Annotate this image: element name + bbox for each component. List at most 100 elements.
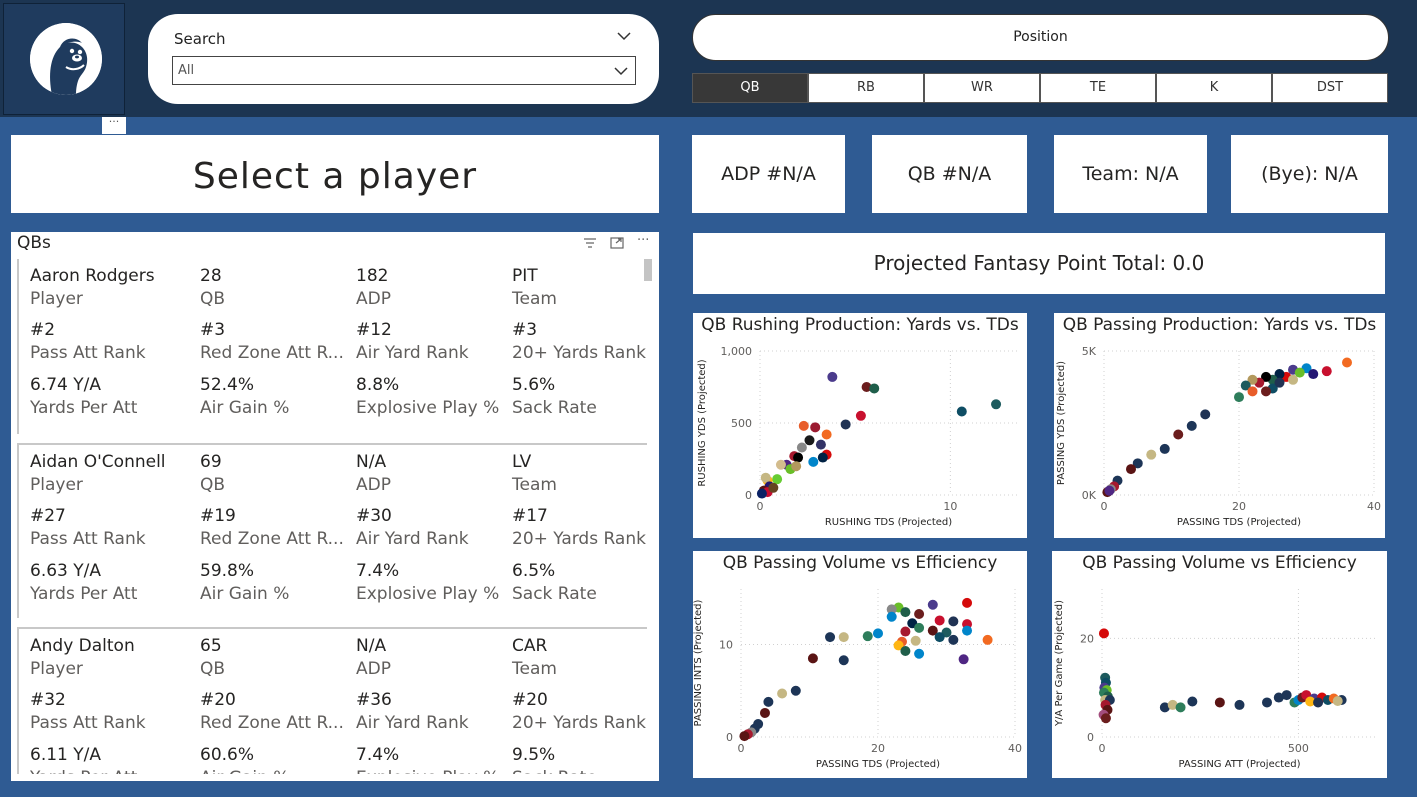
scatter-point[interactable] xyxy=(934,632,945,643)
scatter-point[interactable] xyxy=(815,439,826,450)
list-item[interactable]: Andy Dalton Player 65 QB N/A ADP CAR Team #32 Pas… xyxy=(17,627,647,774)
scatter-point[interactable] xyxy=(838,655,849,666)
scatter-point[interactable] xyxy=(962,597,973,608)
scatter-point[interactable] xyxy=(948,616,959,627)
scatter-point[interactable] xyxy=(1214,697,1225,708)
scatter-point[interactable] xyxy=(798,420,809,431)
list-item[interactable]: Aaron Rodgers Player 28 QB 182 ADP PIT Team #2 Pa… xyxy=(17,259,647,444)
scatter-point[interactable] xyxy=(807,653,818,664)
scatter-point[interactable] xyxy=(793,452,804,463)
scatter-point[interactable] xyxy=(1240,380,1251,391)
scatter-point[interactable] xyxy=(886,611,897,622)
scatter-point[interactable] xyxy=(1159,702,1170,713)
scatter-point[interactable] xyxy=(1234,392,1244,403)
scatter-point[interactable] xyxy=(838,632,849,643)
position-button-k[interactable]: K xyxy=(1156,73,1272,103)
scatter-point[interactable] xyxy=(1175,702,1186,713)
position-button-qb[interactable]: QB xyxy=(692,73,808,103)
scatter-point[interactable] xyxy=(900,607,911,618)
scatter-point[interactable] xyxy=(760,472,771,483)
scatter-point[interactable] xyxy=(759,707,770,718)
scatter-point[interactable] xyxy=(1308,369,1319,380)
scatter-point[interactable] xyxy=(991,399,1002,410)
scatter-point[interactable] xyxy=(810,422,821,433)
scatter-point[interactable] xyxy=(1247,374,1258,385)
scatter-point[interactable] xyxy=(817,452,828,463)
scatter-point[interactable] xyxy=(927,625,938,636)
scatter-point[interactable] xyxy=(956,406,967,417)
scatter-point[interactable] xyxy=(821,429,832,440)
scatter-point[interactable] xyxy=(982,634,993,645)
list-item[interactable]: Aidan O'Connell Player 69 QB N/A ADP LV Team #27… xyxy=(17,443,647,628)
scatter-point[interactable] xyxy=(768,482,779,493)
scatter-point[interactable] xyxy=(1132,458,1143,469)
scatter-point[interactable] xyxy=(1146,449,1157,460)
scatter-point[interactable] xyxy=(862,631,873,642)
scatter-point[interactable] xyxy=(914,608,925,619)
scatter-point[interactable] xyxy=(1261,371,1271,382)
scatter-point[interactable] xyxy=(1098,628,1109,639)
scatter-point[interactable] xyxy=(934,615,945,626)
scatter-point[interactable] xyxy=(1288,374,1298,385)
scatter-point[interactable] xyxy=(1261,386,1271,397)
scatter-point[interactable] xyxy=(825,632,836,643)
scatter-point[interactable] xyxy=(1342,357,1352,368)
scatter-point[interactable] xyxy=(1104,485,1115,496)
scatter-point[interactable] xyxy=(804,435,815,446)
scatter-point[interactable] xyxy=(775,459,786,470)
scatter-point[interactable] xyxy=(914,648,925,659)
scatter-point[interactable] xyxy=(1126,464,1136,475)
scatter-point[interactable] xyxy=(1100,713,1111,724)
scatter-point[interactable] xyxy=(914,622,925,633)
scatter-point[interactable] xyxy=(840,419,851,430)
scatter-point[interactable] xyxy=(827,371,838,382)
scatter-point[interactable] xyxy=(1274,377,1285,388)
filter-icon[interactable] xyxy=(583,237,597,253)
scatter-point[interactable] xyxy=(1313,697,1324,708)
scatter-point[interactable] xyxy=(756,488,767,499)
scatter-point[interactable] xyxy=(1167,699,1178,710)
scatter-point[interactable] xyxy=(1234,699,1245,710)
scatter-point[interactable] xyxy=(791,461,802,472)
scatter-point[interactable] xyxy=(1186,420,1197,431)
scatter-point[interactable] xyxy=(1159,443,1170,454)
chevron-down-icon[interactable] xyxy=(616,28,632,44)
scatter-point[interactable] xyxy=(900,626,911,637)
scatter-point[interactable] xyxy=(1262,697,1272,708)
more-options-icon[interactable]: ··· xyxy=(102,116,126,134)
scatter-point[interactable] xyxy=(1173,429,1184,440)
scatter-point[interactable] xyxy=(910,635,921,646)
scatter-point[interactable] xyxy=(1305,696,1316,707)
search-dropdown[interactable]: All xyxy=(172,56,636,85)
scatter-point[interactable] xyxy=(1200,409,1211,420)
scatter-point[interactable] xyxy=(1332,695,1343,706)
scatter-point[interactable] xyxy=(739,731,750,742)
scatter-point[interactable] xyxy=(948,634,959,645)
more-options-icon[interactable]: ··· xyxy=(637,233,650,248)
scatter-point[interactable] xyxy=(1187,696,1198,707)
scatter-point[interactable] xyxy=(1247,386,1258,397)
scatter-point[interactable] xyxy=(796,442,807,453)
position-button-rb[interactable]: RB xyxy=(808,73,924,103)
scatter-point[interactable] xyxy=(1321,366,1332,377)
position-button-wr[interactable]: WR xyxy=(924,73,1040,103)
scatter-point[interactable] xyxy=(927,599,938,610)
scatter-point[interactable] xyxy=(869,383,880,394)
scrollbar[interactable] xyxy=(644,259,652,281)
scatter-point[interactable] xyxy=(1274,369,1285,380)
scatter-point[interactable] xyxy=(763,696,774,707)
position-button-dst[interactable]: DST xyxy=(1272,73,1388,103)
scatter-point[interactable] xyxy=(958,654,969,665)
scatter-point[interactable] xyxy=(1294,367,1305,378)
scatter-point[interactable] xyxy=(873,628,883,639)
scatter-point[interactable] xyxy=(777,688,788,699)
scatter-point[interactable] xyxy=(1273,692,1284,703)
scatter-point[interactable] xyxy=(962,625,973,636)
scatter-point[interactable] xyxy=(893,640,904,651)
scatter-point[interactable] xyxy=(855,410,866,421)
scatter-point[interactable] xyxy=(772,474,783,485)
scatter-point[interactable] xyxy=(808,456,819,467)
focus-mode-icon[interactable] xyxy=(610,237,624,253)
position-button-te[interactable]: TE xyxy=(1040,73,1156,103)
scatter-point[interactable] xyxy=(790,685,801,696)
